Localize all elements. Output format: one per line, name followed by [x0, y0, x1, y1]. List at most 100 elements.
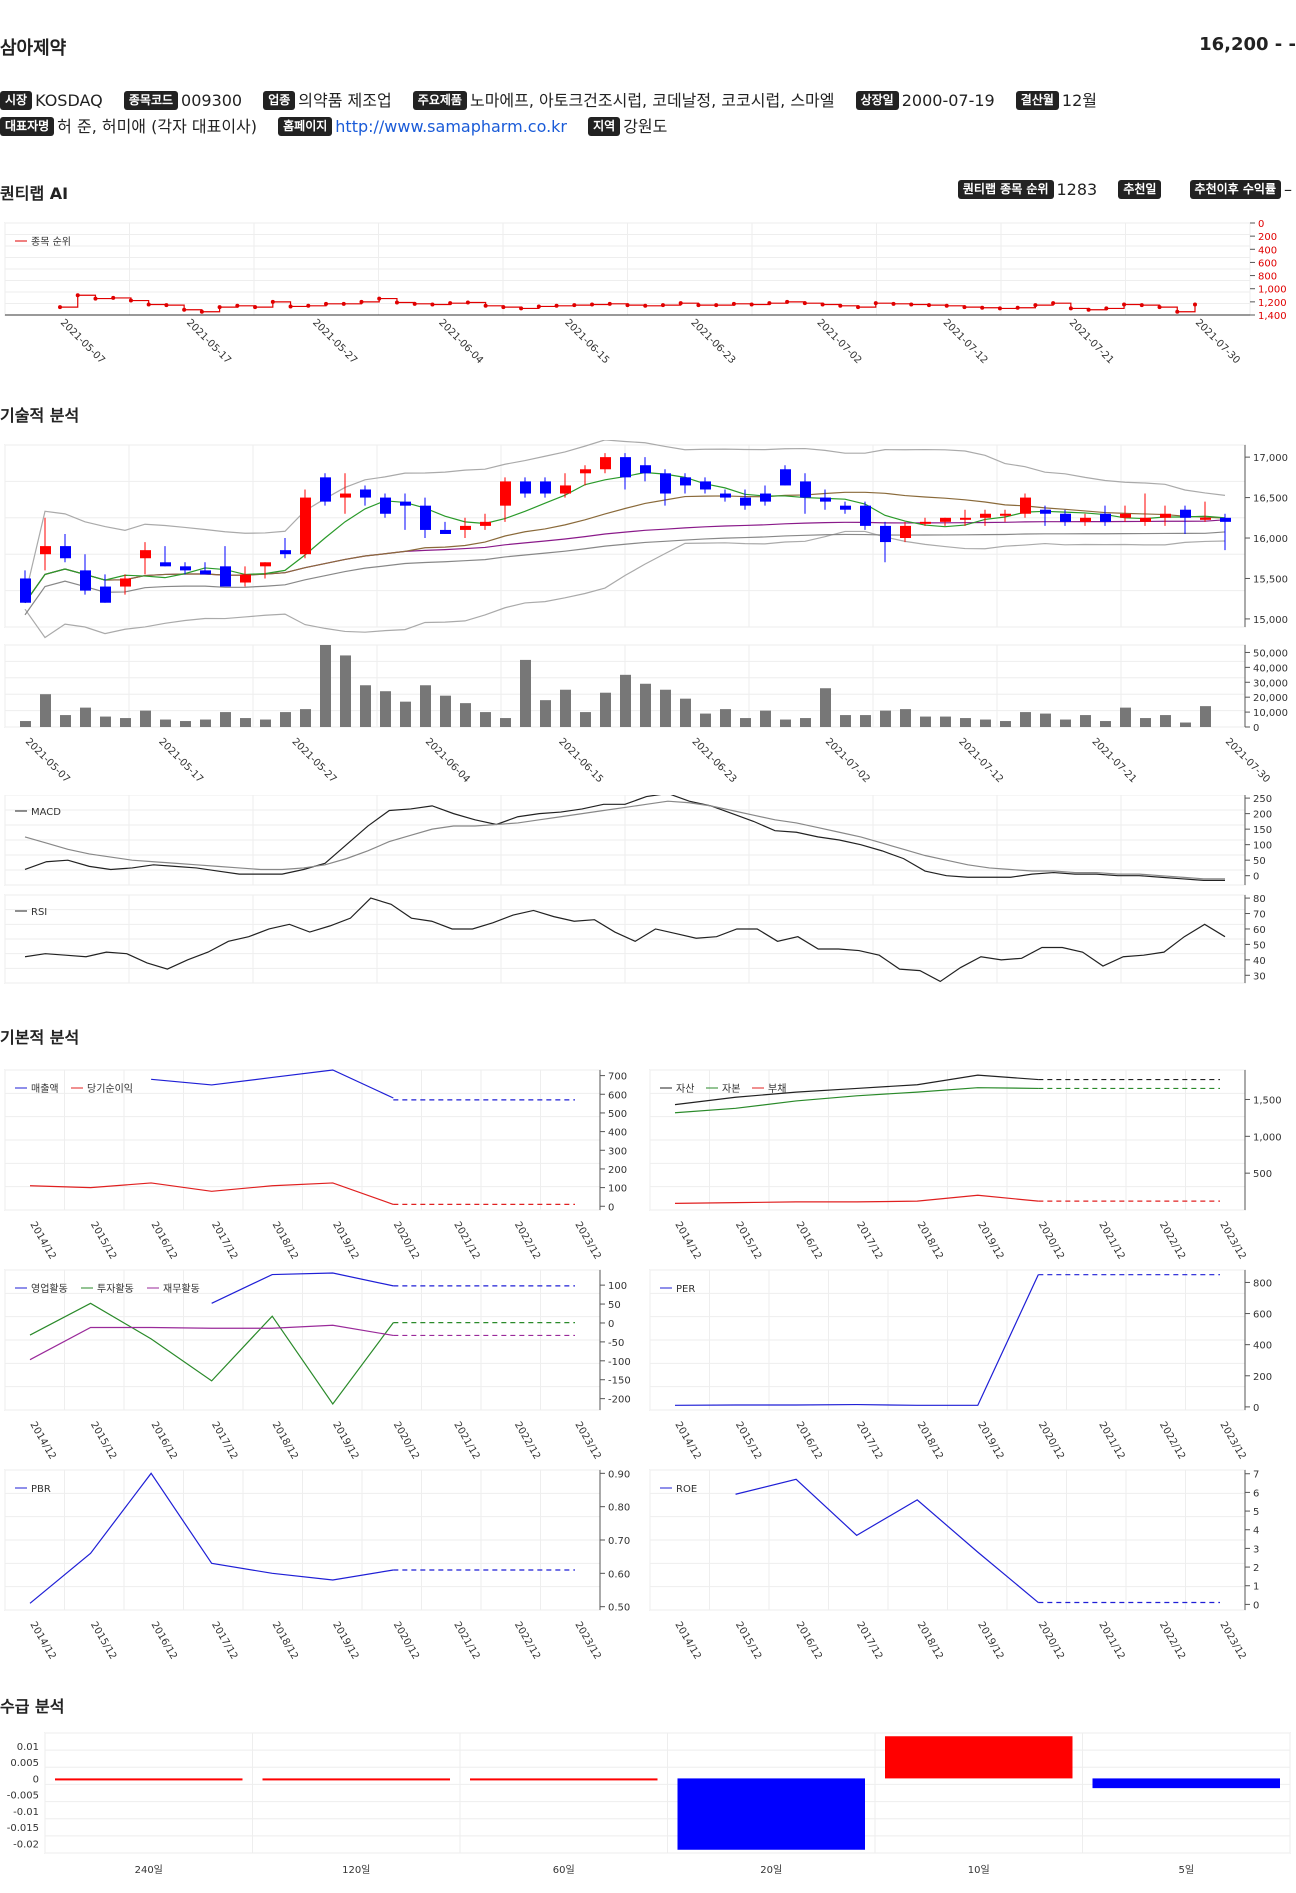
supply-bar [885, 1736, 1073, 1779]
volume-date-label: 2021-07-30 [1223, 736, 1272, 785]
volume-bar [1080, 715, 1091, 727]
price-axis-tick-label: 16,500 [1253, 494, 1288, 505]
fund-PBR-axis-tick-label: 0.70 [608, 1536, 630, 1547]
fund-assets-legend-label: 자산 [676, 1083, 694, 1095]
fund-year-label: 2023/12 [1217, 1620, 1247, 1661]
rank-tick-label: 400 [1258, 245, 1277, 256]
fund-year-label: 2016/12 [794, 1420, 824, 1461]
listed-value: 2000-07-19 [901, 91, 995, 110]
stock-name: 삼아제약 [0, 38, 67, 59]
quantilab-tags: 퀀티랩 종목 순위 1283 추천일 추천이후 수익률 – [957, 180, 1292, 199]
fund-PBR-axis-tick-label: 0.60 [608, 1569, 630, 1580]
candle-body [640, 465, 651, 474]
fund-ROE-axis-tick-label: 3 [1253, 1544, 1259, 1555]
rec-return-value: – [1284, 180, 1292, 199]
volume-bar [80, 707, 91, 727]
candle-body [280, 550, 291, 555]
fund-year-label: 2016/12 [794, 1620, 824, 1661]
fund-year-label: 2017/12 [854, 1220, 884, 1261]
candle-body [720, 493, 731, 498]
fund-year-label: 2018/12 [915, 1620, 945, 1661]
fund-revenue_profit-axis-tick-label: 600 [608, 1090, 627, 1101]
supply-bar [1092, 1778, 1280, 1789]
fund-revenue_profit-axis-tick-label: 700 [608, 1072, 627, 1083]
region-tag: 지역 [588, 117, 621, 136]
fund-assets-axis-tick-label: 1,000 [1253, 1132, 1282, 1143]
macd-axis-tick-label: 100 [1253, 841, 1272, 852]
volume-bar [1200, 706, 1211, 727]
candle-body [880, 525, 891, 543]
rank-tick-label: 800 [1258, 272, 1277, 283]
fund-year-label: 2015/12 [88, 1620, 118, 1661]
candle-body [1140, 517, 1151, 522]
price-axis-tick-label: 17,000 [1253, 453, 1288, 464]
fund-year-label: 2019/12 [330, 1220, 360, 1261]
candle-body [20, 578, 31, 603]
fund-cashflow-legend-label: 영업활동 [31, 1282, 68, 1295]
volume-bar [60, 715, 71, 727]
candle-body [220, 566, 231, 587]
volume-bar [820, 688, 831, 727]
fund-year-label: 2022/12 [512, 1220, 542, 1261]
supply-category-label: 240일 [135, 1864, 163, 1876]
fund-ROE-axis-tick-label: 0 [1253, 1600, 1259, 1611]
homepage-link[interactable]: http://www.samapharm.co.kr [335, 117, 568, 136]
volume-date-label: 2021-07-02 [823, 736, 872, 785]
rank-date-label: 2021-06-23 [688, 317, 737, 366]
fund-cashflow-series [29, 1302, 394, 1405]
fund-assets-series [674, 1087, 1039, 1114]
fund-year-label: 2018/12 [915, 1220, 945, 1261]
rsi-line [24, 897, 1226, 983]
candle-body [80, 570, 91, 591]
code-tag: 종목코드 [123, 91, 179, 110]
fund-year-label: 2020/12 [391, 1220, 421, 1261]
supply-category-label: 10일 [968, 1864, 990, 1876]
volume-bar [220, 712, 231, 727]
fund-year-label: 2016/12 [149, 1420, 179, 1461]
fiscal-tag: 결산월 [1015, 91, 1059, 110]
candle-body [1040, 509, 1051, 514]
fund-year-label: 2014/12 [672, 1420, 702, 1461]
fund-PBR-legend-label: PBR [31, 1484, 51, 1495]
candle-body [560, 485, 571, 494]
candle-body [1100, 513, 1111, 522]
volume-bar [1040, 713, 1051, 727]
fund-PER-series [674, 1274, 1039, 1406]
fund-year-label: 2015/12 [733, 1420, 763, 1461]
candle-body [440, 529, 451, 534]
quantilab-title: 퀀티랩 AI [0, 184, 69, 203]
candle-body [680, 477, 691, 486]
fund-year-label: 2020/12 [391, 1420, 421, 1461]
fund-year-label: 2017/12 [854, 1620, 884, 1661]
fund-year-label: 2022/12 [512, 1420, 542, 1461]
fund-cashflow-legend-label: 재무활동 [163, 1282, 200, 1295]
fund-year-label: 2023/12 [1217, 1220, 1247, 1261]
rank-tick-label: 1,200 [1258, 298, 1287, 309]
volume-bar [1140, 718, 1151, 727]
stock-info: 시장 KOSDAQ 종목코드 009300 업종 의약품 제조업 주요제품 노마에프, … [0, 88, 1296, 140]
fund-year-label: 2017/12 [209, 1220, 239, 1261]
rsi-axis-tick-label: 40 [1253, 956, 1266, 967]
fund-PER-axis-tick-label: 600 [1253, 1310, 1272, 1321]
fund-year-label: 2014/12 [27, 1220, 57, 1261]
volume-axis-tick-label: 50,000 [1253, 648, 1288, 659]
candle-body [240, 574, 251, 583]
rank-date-label: 2021-06-15 [562, 317, 611, 366]
fund-year-label: 2019/12 [330, 1420, 360, 1461]
rsi-axis-tick-label: 70 [1253, 910, 1266, 921]
bollinger-lower [24, 530, 1226, 639]
rank-date-label: 2021-07-02 [815, 317, 864, 366]
volume-bar [640, 683, 651, 727]
fund-year-label: 2021/12 [451, 1220, 481, 1261]
fund-year-label: 2023/12 [572, 1420, 602, 1461]
candle-body [540, 481, 551, 494]
fund-PER-axis-tick-label: 0 [1253, 1403, 1259, 1414]
macd-axis-tick-label: 250 [1253, 795, 1272, 805]
fund-ROE-legend-label: ROE [676, 1484, 697, 1495]
candle-body [940, 517, 951, 522]
candle-body [900, 525, 911, 539]
volume-bar [400, 701, 411, 727]
market-value: KOSDAQ [35, 91, 103, 110]
macd-axis-tick-label: 50 [1253, 856, 1266, 867]
fund-year-label: 2020/12 [391, 1620, 421, 1661]
